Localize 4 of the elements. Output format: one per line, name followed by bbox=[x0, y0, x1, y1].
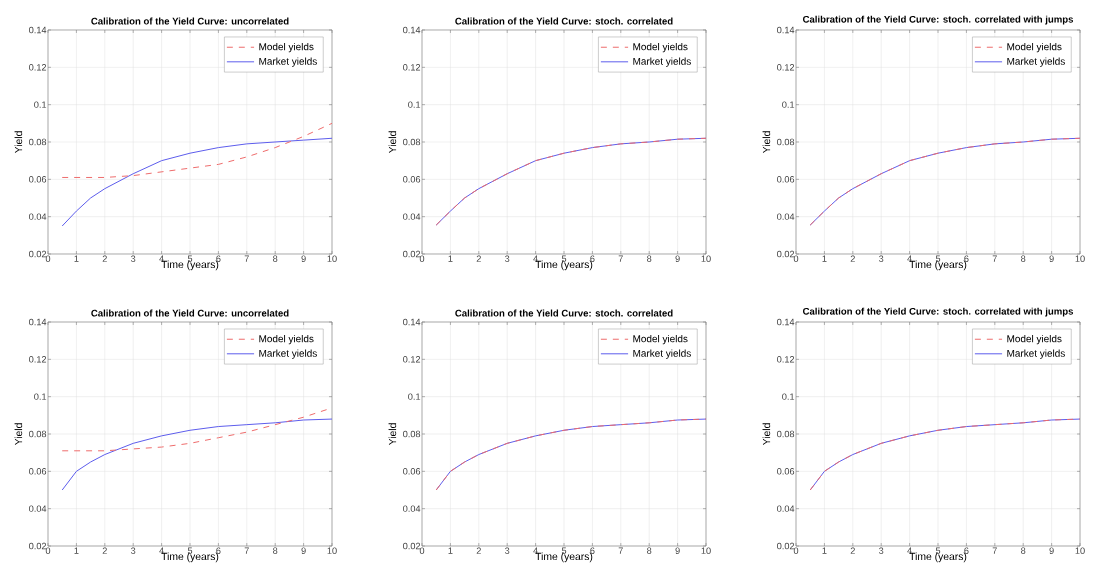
line-series bbox=[435, 137, 707, 226]
line-series bbox=[435, 418, 707, 491]
line-series bbox=[61, 418, 332, 491]
line-series bbox=[809, 137, 1081, 226]
